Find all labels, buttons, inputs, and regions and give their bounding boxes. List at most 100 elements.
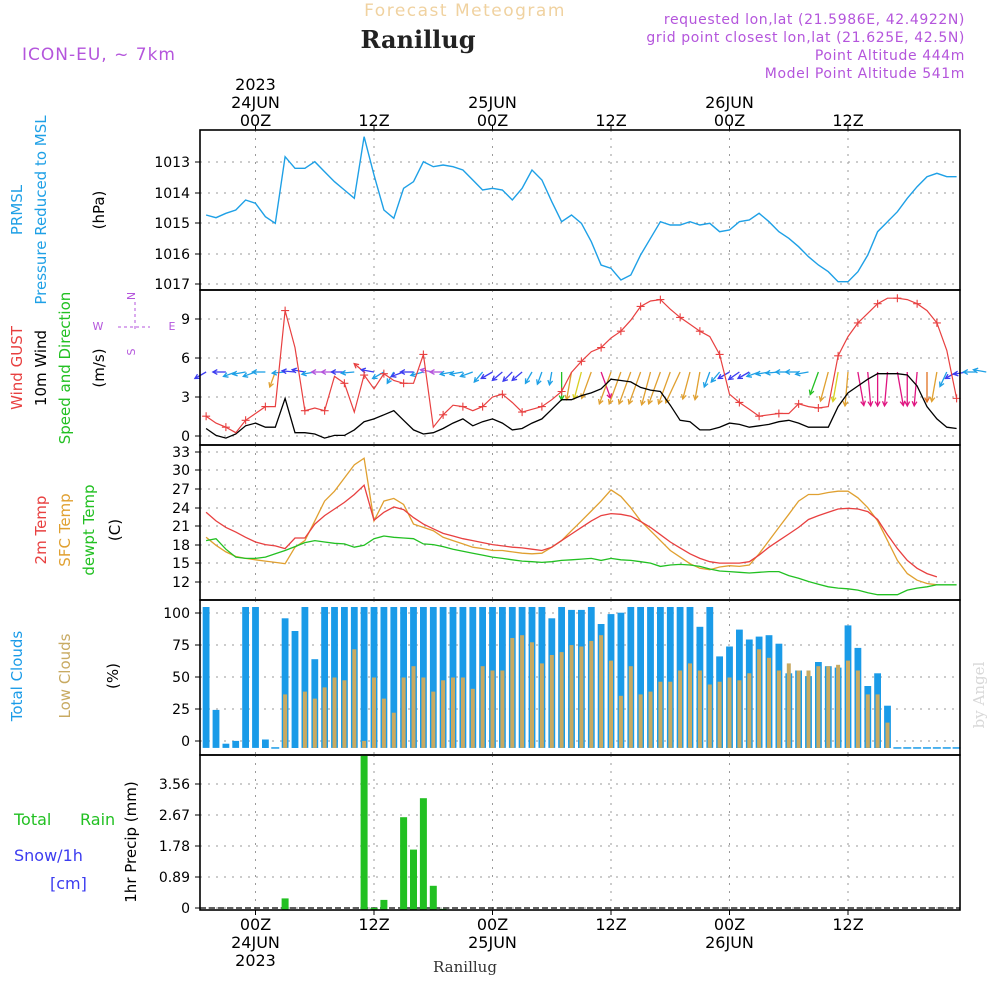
pressure-unit-label: (hPa) xyxy=(90,191,108,230)
wind-barb-head xyxy=(300,370,307,377)
low-cloud-bar xyxy=(806,670,811,748)
total-cloud-bar xyxy=(222,743,230,748)
wind-barb-head xyxy=(962,369,969,375)
pressure-label: PRMSL xyxy=(8,184,26,235)
compass-rose: N S W E xyxy=(93,292,176,356)
wind-barb-head xyxy=(251,369,258,375)
top-time-label: 26JUN xyxy=(705,93,754,112)
gust-marker xyxy=(893,294,902,303)
rain-bar xyxy=(360,755,368,910)
y-tick-label: 100 xyxy=(163,606,190,622)
low-cloud-bar xyxy=(757,649,762,748)
y-tick-label: 24 xyxy=(172,501,190,517)
wind-barb-head xyxy=(270,369,278,376)
wind-barb-head xyxy=(491,375,498,382)
dewpt-label: dewpt Temp xyxy=(80,484,98,575)
panel-3: 12 15 18 21 24 27 30 33 xyxy=(172,444,961,601)
wind-barb xyxy=(694,371,701,400)
y-tick-label: 30 xyxy=(172,463,190,479)
low-cloud-bar xyxy=(470,688,475,748)
low-cloud-bar xyxy=(786,663,791,748)
top-time-label: 2023 xyxy=(235,75,276,94)
total-cloud-bar xyxy=(370,607,378,748)
temp-sfc-label: SFC Temp xyxy=(56,493,74,566)
gust-marker xyxy=(616,327,625,336)
y-tick-label: 21 xyxy=(172,519,190,535)
model-label: ICON-EU, ~ 7km xyxy=(22,45,176,65)
total-cloud-bar xyxy=(617,612,625,748)
low-cloud-bar xyxy=(510,638,515,748)
wind-barb xyxy=(473,371,484,383)
wind-barb xyxy=(896,371,904,406)
low-cloud-bar xyxy=(283,694,288,748)
footer-station: Ranillug xyxy=(433,958,497,976)
wind-barb xyxy=(844,371,849,406)
bottom-time-label: 00Z xyxy=(714,915,745,934)
gust-marker xyxy=(656,295,665,304)
wind-barb xyxy=(703,371,711,388)
low-cloud-bar xyxy=(668,681,673,748)
top-time-label: 00Z xyxy=(240,111,271,130)
total-cloud-bar xyxy=(469,607,477,748)
wind-barb-head xyxy=(924,397,930,404)
total-cloud-bar xyxy=(390,607,398,748)
wind-barb-head xyxy=(692,394,699,401)
total-cloud-bar xyxy=(459,607,467,748)
panel-2: 0 3 6 9 xyxy=(181,289,987,446)
wind-barb xyxy=(883,371,889,406)
gust-marker xyxy=(755,412,764,421)
gust-marker xyxy=(794,399,803,408)
gust-marker xyxy=(676,313,685,322)
total-cloud-bar xyxy=(252,607,259,748)
gust-marker xyxy=(834,351,843,360)
gust-marker xyxy=(419,350,428,359)
wind-unit-label: (m/s) xyxy=(90,348,108,387)
y-tick-label: 33 xyxy=(172,445,190,461)
rain-bar xyxy=(370,907,378,910)
wind-barb-head xyxy=(353,362,360,369)
wind-barb-head xyxy=(399,369,406,375)
y-tick-label: 50 xyxy=(172,670,190,686)
wind-barb-head xyxy=(473,376,480,384)
info-line-model-altitude: Model Point Altitude 541m xyxy=(765,66,965,82)
wind-barb-head xyxy=(511,375,518,382)
total-cloud-bar xyxy=(439,607,447,748)
speed-direction-label: Speed and Direction xyxy=(56,292,74,445)
rain-total-label: Total xyxy=(13,810,51,829)
low-cloud-bar xyxy=(460,677,465,748)
gust-marker xyxy=(518,408,527,417)
wind-barb-head xyxy=(860,400,867,407)
wind-barb xyxy=(548,371,553,385)
wind-barb-head xyxy=(764,369,771,376)
wind-barb xyxy=(658,371,671,405)
total-clouds-label: Total Clouds xyxy=(8,631,26,723)
wind-barb xyxy=(480,371,493,380)
y-tick-label: 27 xyxy=(172,482,190,498)
wind-barb xyxy=(648,371,661,405)
low-cloud-bar xyxy=(352,649,357,748)
wind-barb-head xyxy=(280,368,287,375)
wind-barb-head xyxy=(242,372,249,378)
total-cloud-bar xyxy=(291,631,299,748)
y-tick-label: 18 xyxy=(172,538,190,554)
wind-barb-head xyxy=(339,369,347,376)
wind-barb xyxy=(913,371,918,406)
wind-barb xyxy=(511,371,523,381)
bottom-time-label: 26JUN xyxy=(705,933,754,952)
wind-barb-head xyxy=(881,401,888,408)
panel-labels: PRMSL Pressure Reduced to MSL (hPa) Wind GU… xyxy=(8,115,140,903)
gust-marker xyxy=(577,357,586,366)
low-cloud-bar xyxy=(312,698,317,748)
total-cloud-bar xyxy=(242,607,249,748)
panel-frame xyxy=(199,129,961,291)
low-cloud-bar xyxy=(302,691,307,748)
product-title: Forecast Meteogram xyxy=(364,1,566,21)
gust-marker xyxy=(932,318,941,327)
wind-barb-head xyxy=(808,389,815,396)
wind-barb xyxy=(536,371,543,385)
bottom-time-label: 12Z xyxy=(595,915,626,934)
low-cloud-bar xyxy=(579,646,584,748)
total-cloud-bar xyxy=(666,607,674,748)
